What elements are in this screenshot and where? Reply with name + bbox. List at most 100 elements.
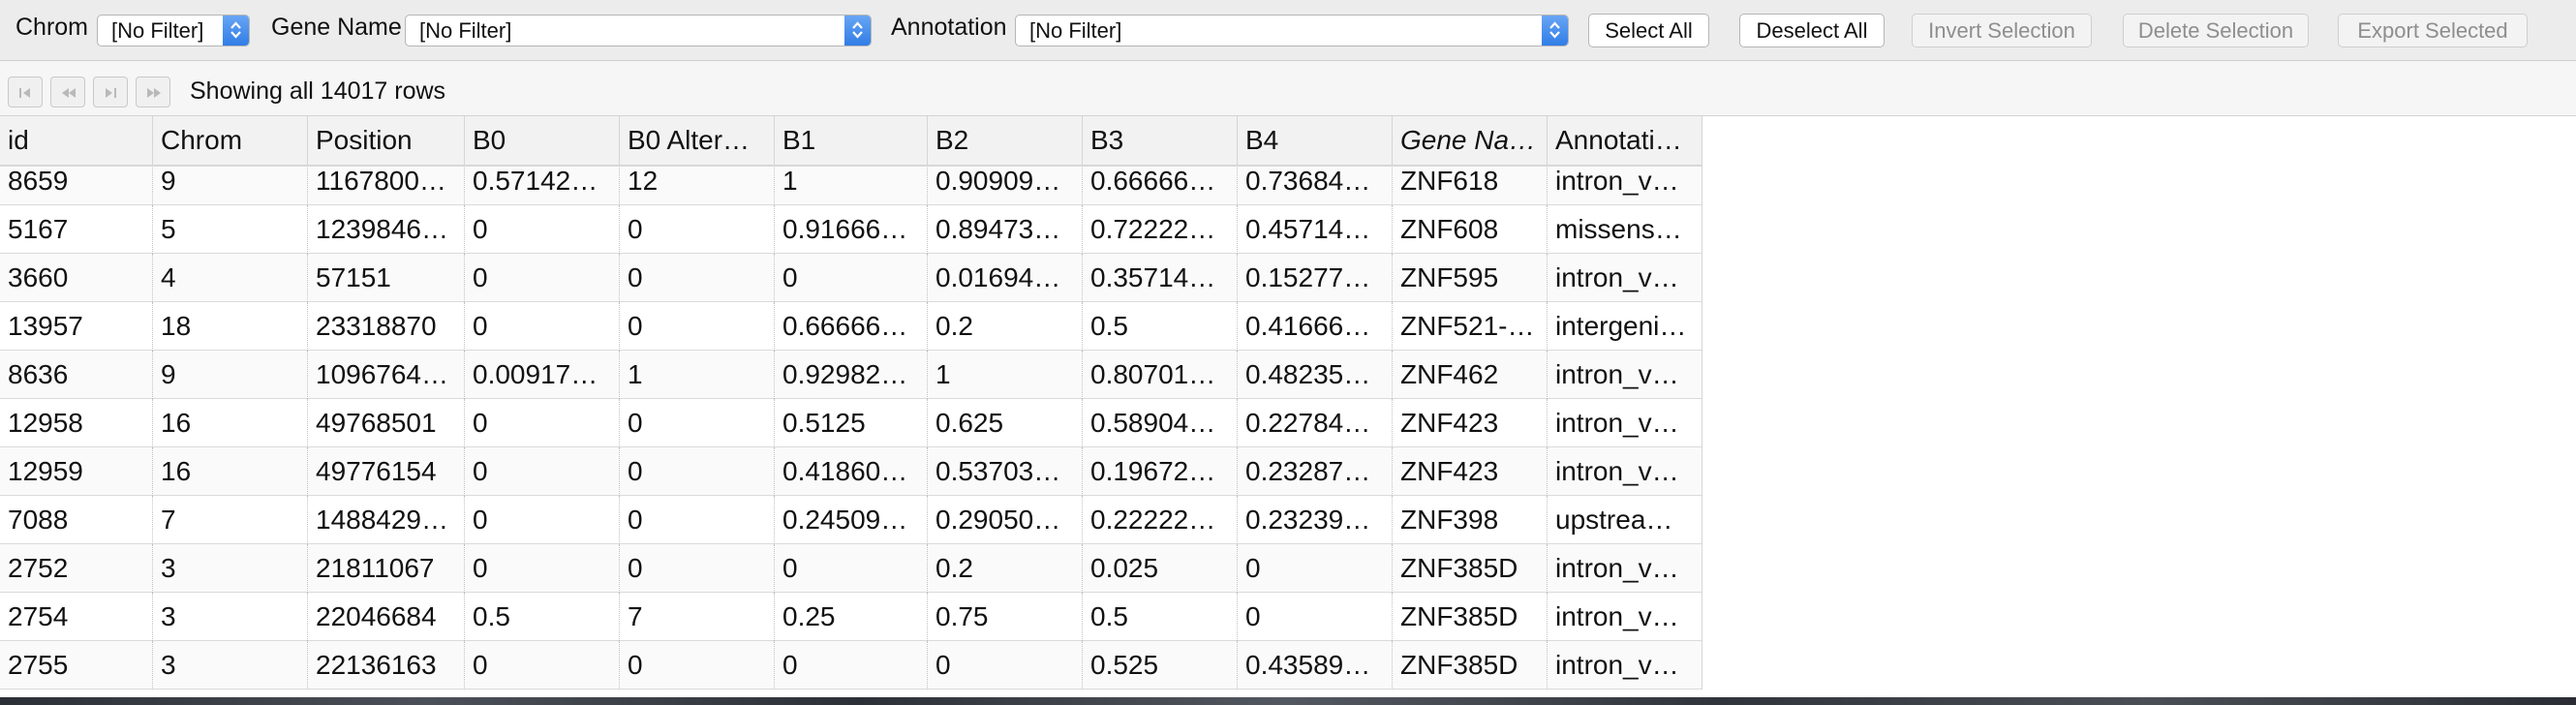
table-cell-b1[interactable]: 0 [775, 544, 928, 593]
table-cell-chrom[interactable]: 16 [153, 399, 308, 447]
table-cell-b3[interactable]: 0.58904… [1083, 399, 1238, 447]
table-cell-b0[interactable]: 0.00917… [465, 351, 620, 399]
column-header-b4[interactable]: B4 [1238, 116, 1393, 165]
invert-selection-button[interactable]: Invert Selection [1912, 14, 2092, 47]
table-cell-id[interactable]: 8659 [0, 157, 153, 205]
table-cell-b2[interactable]: 0.90909… [928, 157, 1083, 205]
table-cell-position[interactable]: 49776154 [308, 447, 465, 496]
table-cell-id[interactable]: 5167 [0, 205, 153, 254]
table-cell-position[interactable]: 22136163 [308, 641, 465, 690]
table-cell-b0[interactable]: 0.57142… [465, 157, 620, 205]
table-cell-b2[interactable]: 1 [928, 351, 1083, 399]
table-cell-gene-name[interactable]: ZNF385D [1393, 593, 1548, 641]
table-cell-b0-alternate[interactable]: 0 [620, 205, 775, 254]
table-cell-chrom[interactable]: 4 [153, 254, 308, 302]
column-header-annotation[interactable]: Annotati… [1548, 116, 1702, 165]
deselect-all-button[interactable]: Deselect All [1739, 14, 1885, 47]
table-cell-chrom[interactable]: 3 [153, 544, 308, 593]
table-cell-b4[interactable]: 0.73684… [1238, 157, 1393, 205]
table-cell-annotation[interactable]: intron_v… [1548, 399, 1702, 447]
table-cell-b3[interactable]: 0.5 [1083, 302, 1238, 351]
table-cell-b2[interactable]: 0.01694… [928, 254, 1083, 302]
table-cell-b4[interactable]: 0 [1238, 544, 1393, 593]
column-header-id[interactable]: id [0, 116, 153, 165]
table-cell-position[interactable]: 22046684 [308, 593, 465, 641]
table-row[interactable]: 8636 9 1096764… 0.00917… 1 0.92982… 1 0.80701… 0… [0, 351, 1702, 399]
table-cell-gene-name[interactable]: ZNF385D [1393, 641, 1548, 690]
table-cell-gene-name[interactable]: ZNF618 [1393, 157, 1548, 205]
table-cell-position[interactable]: 1096764… [308, 351, 465, 399]
table-cell-gene-name[interactable]: ZNF398 [1393, 496, 1548, 544]
table-row[interactable]: 5167 5 1239846… 0 0 0.91666… 0.89473… 0.72222… 0… [0, 205, 1702, 254]
table-cell-b3[interactable]: 0.80701… [1083, 351, 1238, 399]
table-cell-id[interactable]: 2754 [0, 593, 153, 641]
table-cell-b4[interactable]: 0.22784… [1238, 399, 1393, 447]
table-cell-id[interactable]: 13957 [0, 302, 153, 351]
table-cell-b3[interactable]: 0.72222… [1083, 205, 1238, 254]
table-cell-position[interactable]: 1488429… [308, 496, 465, 544]
table-cell-b4[interactable]: 0.15277… [1238, 254, 1393, 302]
table-cell-b1[interactable]: 0 [775, 641, 928, 690]
table-cell-b0-alternate[interactable]: 0 [620, 496, 775, 544]
table-cell-annotation[interactable]: intron_v… [1548, 593, 1702, 641]
table-cell-b3[interactable]: 0.35714… [1083, 254, 1238, 302]
column-header-b3[interactable]: B3 [1083, 116, 1238, 165]
table-cell-b2[interactable]: 0.625 [928, 399, 1083, 447]
table-cell-annotation[interactable]: intron_v… [1548, 157, 1702, 205]
table-row[interactable]: 13957 18 23318870 0 0 0.66666… 0.2 0.5 0.41666… Z… [0, 302, 1702, 351]
table-cell-position[interactable]: 57151 [308, 254, 465, 302]
table-cell-b0[interactable]: 0 [465, 641, 620, 690]
table-cell-b0[interactable]: 0 [465, 447, 620, 496]
table-cell-b0[interactable]: 0 [465, 496, 620, 544]
table-row[interactable]: 2755 3 22136163 0 0 0 0 0.525 0.43589… ZNF385D int… [0, 641, 1702, 690]
table-cell-b0-alternate[interactable]: 0 [620, 447, 775, 496]
table-cell-b2[interactable]: 0.75 [928, 593, 1083, 641]
table-cell-b3[interactable]: 0.5 [1083, 593, 1238, 641]
table-cell-b0-alternate[interactable]: 0 [620, 302, 775, 351]
table-row[interactable]: 12959 16 49776154 0 0 0.41860… 0.53703… 0.19672… [0, 447, 1702, 496]
table-cell-annotation[interactable]: upstrea… [1548, 496, 1702, 544]
table-row[interactable]: 7088 7 1488429… 0 0 0.24509… 0.29050… 0.22222… 0… [0, 496, 1702, 544]
table-cell-id[interactable]: 3660 [0, 254, 153, 302]
table-cell-b0[interactable]: 0 [465, 205, 620, 254]
export-selected-button[interactable]: Export Selected [2338, 14, 2528, 47]
table-cell-chrom[interactable]: 7 [153, 496, 308, 544]
table-cell-b0[interactable]: 0 [465, 302, 620, 351]
table-cell-chrom[interactable]: 9 [153, 351, 308, 399]
table-cell-gene-name[interactable]: ZNF462 [1393, 351, 1548, 399]
column-header-b1[interactable]: B1 [775, 116, 928, 165]
table-cell-b1[interactable]: 0.5125 [775, 399, 928, 447]
table-cell-chrom[interactable]: 5 [153, 205, 308, 254]
table-cell-b3[interactable]: 0.025 [1083, 544, 1238, 593]
table-cell-annotation[interactable]: missens… [1548, 205, 1702, 254]
table-cell-b0[interactable]: 0 [465, 399, 620, 447]
table-cell-id[interactable]: 2755 [0, 641, 153, 690]
table-cell-gene-name[interactable]: ZNF423 [1393, 447, 1548, 496]
table-cell-gene-name[interactable]: ZNF595 [1393, 254, 1548, 302]
table-cell-b4[interactable]: 0.23287… [1238, 447, 1393, 496]
table-cell-b3[interactable]: 0.66666… [1083, 157, 1238, 205]
table-cell-b0[interactable]: 0 [465, 254, 620, 302]
column-header-b0-alternate[interactable]: B0 Alter… [620, 116, 775, 165]
table-cell-chrom[interactable]: 16 [153, 447, 308, 496]
chrom-filter-select[interactable]: [No Filter] [97, 15, 250, 46]
table-cell-b2[interactable]: 0.89473… [928, 205, 1083, 254]
table-cell-b2[interactable]: 0 [928, 641, 1083, 690]
table-cell-annotation[interactable]: intron_v… [1548, 254, 1702, 302]
table-cell-b0-alternate[interactable]: 0 [620, 399, 775, 447]
table-cell-gene-name[interactable]: ZNF385D [1393, 544, 1548, 593]
table-cell-annotation[interactable]: intron_v… [1548, 447, 1702, 496]
table-cell-b0-alternate[interactable]: 7 [620, 593, 775, 641]
table-cell-chrom[interactable]: 18 [153, 302, 308, 351]
table-cell-position[interactable]: 21811067 [308, 544, 465, 593]
table-cell-b1[interactable]: 1 [775, 157, 928, 205]
column-header-chrom[interactable]: Chrom [153, 116, 308, 165]
table-cell-b2[interactable]: 0.53703… [928, 447, 1083, 496]
table-cell-position[interactable]: 1239846… [308, 205, 465, 254]
table-cell-b2[interactable]: 0.29050… [928, 496, 1083, 544]
table-row[interactable]: 2754 3 22046684 0.5 7 0.25 0.75 0.5 0 ZNF385D intr… [0, 593, 1702, 641]
table-cell-b0[interactable]: 0 [465, 544, 620, 593]
table-cell-position[interactable]: 49768501 [308, 399, 465, 447]
last-page-icon[interactable] [136, 77, 170, 107]
table-cell-b3[interactable]: 0.525 [1083, 641, 1238, 690]
